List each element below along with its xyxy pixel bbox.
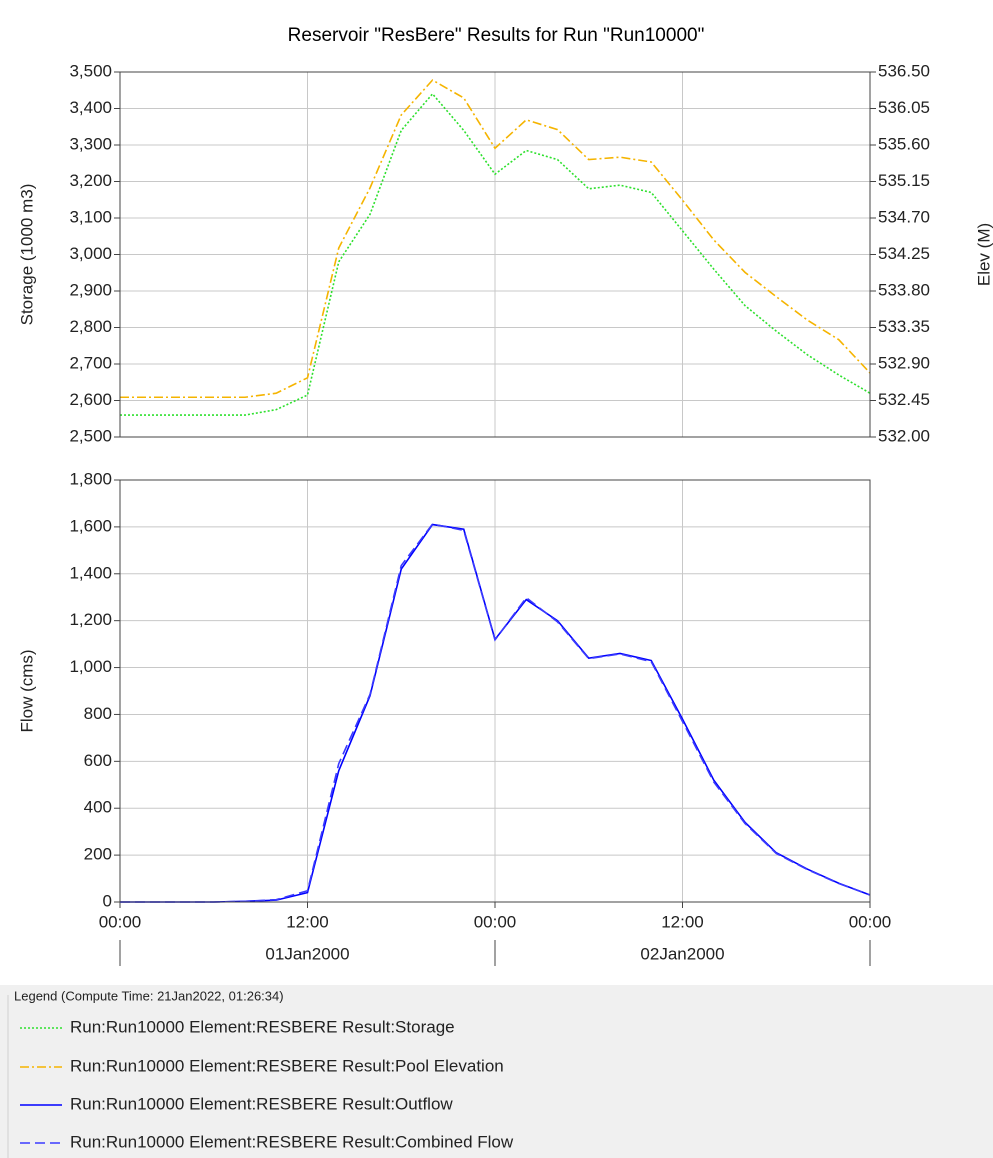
y-tick-label: 600	[84, 751, 112, 770]
y-tick-label: 1,000	[69, 657, 112, 676]
y-axis-label: Storage (1000 m3)	[17, 184, 36, 326]
y-tick-label: 1,400	[69, 563, 112, 582]
y-tick-label: 3,100	[69, 207, 112, 226]
y-tick-label: 3,500	[69, 61, 112, 80]
x-tick-label: 00:00	[99, 912, 142, 931]
y2-tick-label: 534.25	[878, 244, 930, 263]
y2-tick-label: 532.45	[878, 390, 930, 409]
legend-label: Run:Run10000 Element:RESBERE Result:Pool…	[70, 1056, 504, 1075]
y-tick-label: 1,600	[69, 516, 112, 535]
legend-title: Legend (Compute Time: 21Jan2022, 01:26:3…	[14, 988, 284, 1003]
y-tick-label: 1,800	[69, 469, 112, 488]
legend-label: Run:Run10000 Element:RESBERE Result:Comb…	[70, 1132, 514, 1151]
y-tick-label: 3,300	[69, 134, 112, 153]
y2-tick-label: 536.05	[878, 98, 930, 117]
y-tick-label: 2,800	[69, 317, 112, 336]
y-tick-label: 2,600	[69, 390, 112, 409]
y2-tick-label: 535.60	[878, 134, 930, 153]
y-tick-label: 400	[84, 798, 112, 817]
x-group-label: 01Jan2000	[265, 944, 349, 963]
y-tick-label: 2,900	[69, 280, 112, 299]
legend-label: Run:Run10000 Element:RESBERE Result:Stor…	[70, 1017, 455, 1036]
x-tick-label: 00:00	[474, 912, 517, 931]
x-tick-label: 00:00	[849, 912, 892, 931]
y-tick-label: 2,500	[69, 426, 112, 445]
y-tick-label: 3,000	[69, 244, 112, 263]
y2-tick-label: 535.15	[878, 171, 930, 190]
x-tick-label: 12:00	[286, 912, 329, 931]
series-line	[120, 523, 871, 903]
chart-title: Reservoir "ResBere" Results for Run "Run…	[288, 25, 705, 46]
x-group-label: 02Jan2000	[640, 944, 724, 963]
series-line	[120, 92, 871, 416]
y2-axis-label: Elev (M)	[974, 223, 993, 286]
y-tick-label: 200	[84, 845, 112, 864]
y2-tick-label: 534.70	[878, 207, 930, 226]
y2-tick-label: 533.35	[878, 317, 930, 336]
plot-frame	[119, 71, 871, 438]
x-tick-label: 12:00	[661, 912, 704, 931]
legend-panel	[0, 985, 993, 1158]
y-tick-label: 1,200	[69, 610, 112, 629]
y-axis-label: Flow (cms)	[17, 649, 36, 732]
y2-tick-label: 532.00	[878, 426, 930, 445]
y-tick-label: 0	[103, 891, 112, 910]
series-line	[120, 79, 871, 399]
plot-frame	[119, 479, 871, 903]
y-tick-label: 800	[84, 704, 112, 723]
y2-tick-label: 533.80	[878, 280, 930, 299]
legend-label: Run:Run10000 Element:RESBERE Result:Outf…	[70, 1094, 453, 1113]
y-tick-label: 2,700	[69, 353, 112, 372]
y2-tick-label: 532.90	[878, 353, 930, 372]
y-tick-label: 3,200	[69, 171, 112, 190]
y-tick-label: 3,400	[69, 98, 112, 117]
y2-tick-label: 536.50	[878, 61, 930, 80]
